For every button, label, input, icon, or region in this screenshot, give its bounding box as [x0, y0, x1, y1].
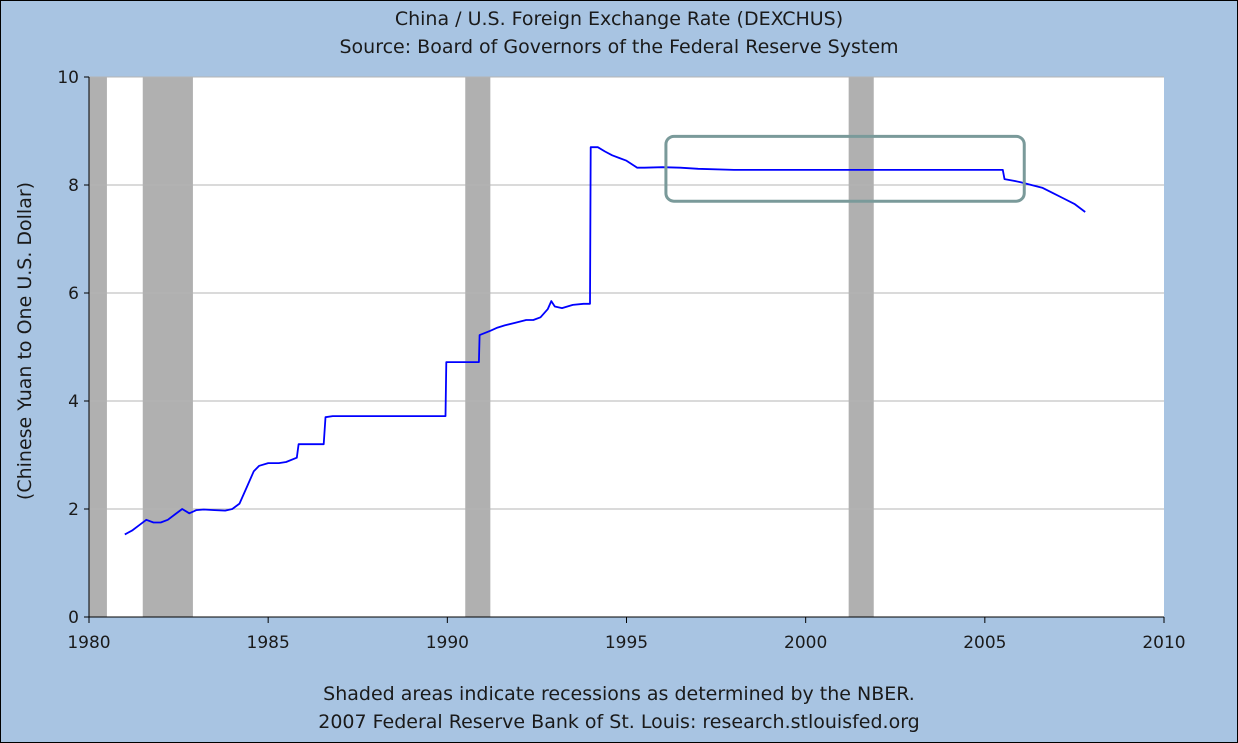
- x-tick-label-1985: 1985: [247, 633, 290, 653]
- footer-source: 2007 Federal Reserve Bank of St. Louis: …: [318, 711, 920, 733]
- y-tick-labels: 0 2 4 6 8 10: [57, 68, 79, 628]
- footer-note: Shaded areas indicate recessions as dete…: [323, 683, 915, 705]
- gridlines: [89, 76, 1164, 510]
- y-tick-label-4: 4: [68, 392, 79, 412]
- recession-band-2: [142, 77, 193, 617]
- recession-band-3: [465, 77, 491, 617]
- y-tick-label-2: 2: [68, 500, 79, 520]
- axes: [84, 76, 1165, 623]
- chart-title: China / U.S. Foreign Exchange Rate (DEXC…: [395, 8, 843, 30]
- series-layer: [124, 146, 1086, 536]
- x-tick-label-2005: 2005: [963, 633, 1006, 653]
- plot-area: [89, 77, 1164, 617]
- x-tick-labels: 1980 1985 1990 1995 2000 2005 2010: [67, 633, 1185, 653]
- x-tick-label-1995: 1995: [605, 633, 648, 653]
- recession-band-4: [848, 77, 874, 617]
- y-tick-label-0: 0: [68, 608, 79, 628]
- y-tick-label-10: 10: [57, 68, 79, 88]
- recession-band-1: [89, 77, 107, 617]
- x-tick-label-1980: 1980: [67, 633, 110, 653]
- chart-subtitle: Source: Board of Governors of the Federa…: [339, 36, 898, 58]
- y-axis-label: (Chinese Yuan to One U.S. Dollar): [14, 182, 36, 500]
- x-tick-label-2010: 2010: [1142, 633, 1185, 653]
- highlight-box: [664, 134, 1026, 203]
- y-tick-label-8: 8: [68, 176, 79, 196]
- x-tick-label-1990: 1990: [426, 633, 469, 653]
- y-tick-label-6: 6: [68, 284, 79, 304]
- x-tick-label-2000: 2000: [784, 633, 827, 653]
- series-line-1: [124, 146, 1086, 536]
- recession-bands: [89, 77, 874, 617]
